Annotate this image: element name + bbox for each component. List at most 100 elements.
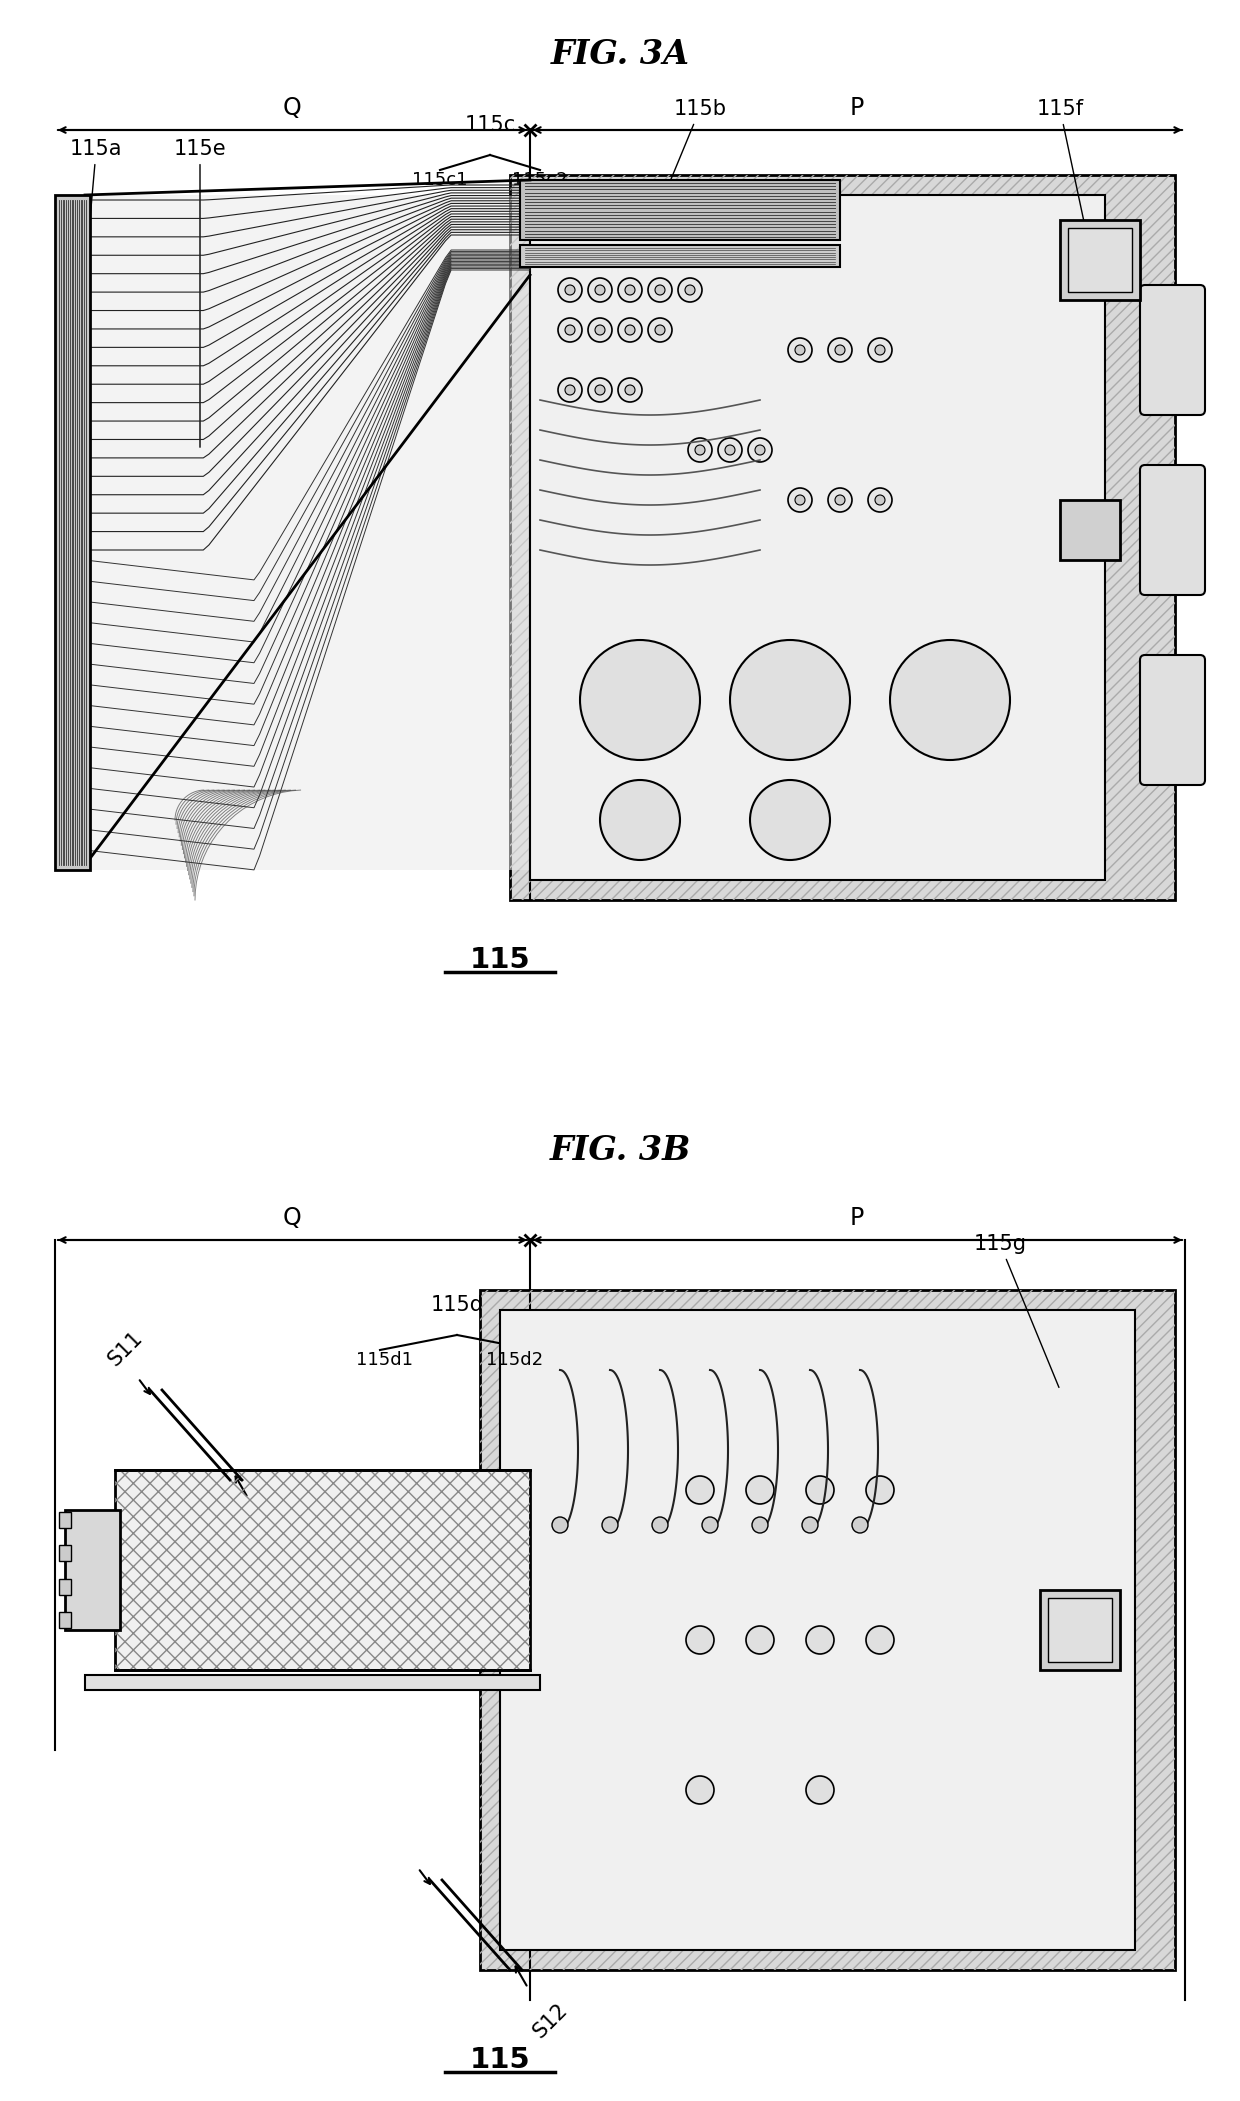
Circle shape <box>866 1626 894 1653</box>
FancyBboxPatch shape <box>1140 464 1205 595</box>
Circle shape <box>868 338 892 361</box>
Circle shape <box>875 345 885 355</box>
Bar <box>115 1471 529 1670</box>
FancyBboxPatch shape <box>1140 656 1205 786</box>
Bar <box>480 1290 1176 1971</box>
Circle shape <box>746 1477 774 1504</box>
Circle shape <box>795 345 805 355</box>
Circle shape <box>618 277 642 303</box>
Bar <box>60 1611 71 1628</box>
Circle shape <box>678 277 702 303</box>
Circle shape <box>852 1517 868 1534</box>
Bar <box>86 1674 539 1689</box>
Circle shape <box>652 1517 668 1534</box>
Bar <box>529 195 1105 880</box>
Circle shape <box>787 338 812 361</box>
Circle shape <box>787 487 812 513</box>
Bar <box>510 174 1176 899</box>
Circle shape <box>806 1477 835 1504</box>
Circle shape <box>558 378 582 401</box>
Circle shape <box>565 286 575 294</box>
Text: 115g: 115g <box>973 1233 1059 1387</box>
Circle shape <box>595 384 605 395</box>
Circle shape <box>835 496 844 504</box>
Circle shape <box>702 1517 718 1534</box>
Circle shape <box>558 317 582 342</box>
Circle shape <box>565 326 575 334</box>
Circle shape <box>558 277 582 303</box>
Circle shape <box>875 496 885 504</box>
Bar <box>60 1513 71 1527</box>
Circle shape <box>565 384 575 395</box>
Circle shape <box>795 496 805 504</box>
Bar <box>510 174 1176 899</box>
Bar <box>60 1578 71 1595</box>
Circle shape <box>828 338 852 361</box>
Circle shape <box>655 286 665 294</box>
Text: FIG. 3B: FIG. 3B <box>549 1135 691 1166</box>
Circle shape <box>580 641 701 761</box>
Text: 115: 115 <box>470 2046 531 2074</box>
Circle shape <box>618 317 642 342</box>
Bar <box>60 1546 71 1561</box>
Circle shape <box>618 378 642 401</box>
Circle shape <box>655 326 665 334</box>
Circle shape <box>625 286 635 294</box>
Bar <box>520 246 839 267</box>
Bar <box>1060 221 1140 300</box>
Circle shape <box>552 1517 568 1534</box>
FancyBboxPatch shape <box>1140 286 1205 416</box>
Text: P: P <box>849 1206 864 1229</box>
Text: Q: Q <box>283 97 301 120</box>
Circle shape <box>649 317 672 342</box>
Text: S11: S11 <box>104 1328 146 1370</box>
Circle shape <box>755 445 765 456</box>
Text: S12: S12 <box>529 2000 572 2042</box>
Circle shape <box>686 1477 714 1504</box>
Circle shape <box>686 1626 714 1653</box>
Text: 115c: 115c <box>464 116 516 134</box>
Circle shape <box>625 384 635 395</box>
Circle shape <box>688 437 712 462</box>
Text: P: P <box>849 97 864 120</box>
Circle shape <box>601 1517 618 1534</box>
Bar <box>115 1471 529 1670</box>
Text: 115d2: 115d2 <box>486 1351 543 1370</box>
Circle shape <box>595 326 605 334</box>
Circle shape <box>649 277 672 303</box>
Bar <box>500 1311 1135 1950</box>
Text: 115d1: 115d1 <box>357 1351 413 1370</box>
Circle shape <box>890 641 1011 761</box>
Circle shape <box>588 378 613 401</box>
Bar <box>480 1290 1176 1971</box>
Text: 115b: 115b <box>651 99 727 227</box>
Circle shape <box>725 445 735 456</box>
Text: 115a: 115a <box>66 139 123 498</box>
Circle shape <box>751 1517 768 1534</box>
Text: Q: Q <box>283 1206 301 1229</box>
Circle shape <box>684 286 694 294</box>
Bar <box>1040 1590 1120 1670</box>
Text: 115d: 115d <box>430 1294 484 1315</box>
Circle shape <box>806 1775 835 1805</box>
Circle shape <box>802 1517 818 1534</box>
Circle shape <box>588 277 613 303</box>
Text: 115c2: 115c2 <box>512 170 568 189</box>
Circle shape <box>748 437 773 462</box>
Text: 115f: 115f <box>1037 99 1090 248</box>
Text: 115: 115 <box>470 945 531 975</box>
Circle shape <box>694 445 706 456</box>
Bar <box>520 181 839 240</box>
Circle shape <box>625 326 635 334</box>
Text: 115e: 115e <box>174 139 227 448</box>
Bar <box>86 195 529 870</box>
Circle shape <box>828 487 852 513</box>
Bar <box>1048 1599 1112 1662</box>
Bar <box>1060 500 1120 561</box>
Circle shape <box>835 345 844 355</box>
Circle shape <box>730 641 849 761</box>
Text: FIG. 3A: FIG. 3A <box>551 38 689 71</box>
Bar <box>1068 229 1132 292</box>
Circle shape <box>868 487 892 513</box>
Bar <box>55 195 91 870</box>
